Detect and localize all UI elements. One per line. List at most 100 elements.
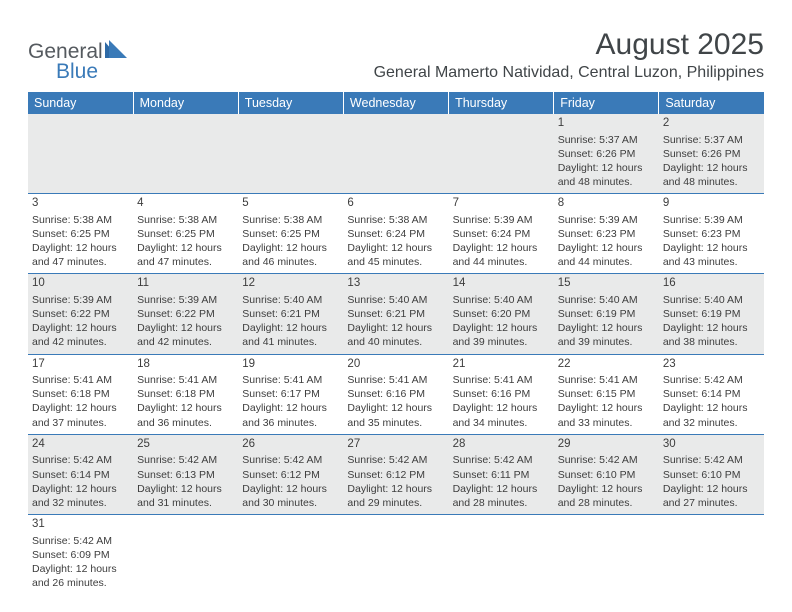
day-detail-line: Daylight: 12 hours bbox=[347, 321, 444, 335]
calendar-week-row: 24Sunrise: 5:42 AMSunset: 6:14 PMDayligh… bbox=[28, 434, 764, 514]
day-detail-line: and 26 minutes. bbox=[32, 576, 129, 590]
calendar-day-cell: 24Sunrise: 5:42 AMSunset: 6:14 PMDayligh… bbox=[28, 434, 133, 514]
calendar-day-cell: 31Sunrise: 5:42 AMSunset: 6:09 PMDayligh… bbox=[28, 515, 133, 595]
day-details: Sunrise: 5:39 AMSunset: 6:23 PMDaylight:… bbox=[558, 213, 655, 270]
day-number: 9 bbox=[663, 196, 760, 212]
day-number: 28 bbox=[453, 437, 550, 453]
day-number: 13 bbox=[347, 276, 444, 292]
day-detail-line: Sunrise: 5:40 AM bbox=[453, 293, 550, 307]
day-detail-line: and 41 minutes. bbox=[242, 335, 339, 349]
calendar-day-cell bbox=[133, 114, 238, 194]
day-number: 22 bbox=[558, 357, 655, 373]
calendar-day-cell bbox=[133, 515, 238, 595]
day-number: 6 bbox=[347, 196, 444, 212]
day-details: Sunrise: 5:38 AMSunset: 6:25 PMDaylight:… bbox=[32, 213, 129, 270]
day-detail-line: Daylight: 12 hours bbox=[242, 241, 339, 255]
calendar-day-cell: 9Sunrise: 5:39 AMSunset: 6:23 PMDaylight… bbox=[659, 194, 764, 274]
day-detail-line: and 32 minutes. bbox=[32, 496, 129, 510]
day-detail-line: Sunrise: 5:42 AM bbox=[137, 453, 234, 467]
day-detail-line: and 39 minutes. bbox=[558, 335, 655, 349]
calendar-week-row: 10Sunrise: 5:39 AMSunset: 6:22 PMDayligh… bbox=[28, 274, 764, 354]
day-details: Sunrise: 5:41 AMSunset: 6:18 PMDaylight:… bbox=[137, 373, 234, 430]
calendar-day-cell: 5Sunrise: 5:38 AMSunset: 6:25 PMDaylight… bbox=[238, 194, 343, 274]
day-detail-line: and 37 minutes. bbox=[32, 416, 129, 430]
day-detail-line: and 39 minutes. bbox=[453, 335, 550, 349]
day-details: Sunrise: 5:40 AMSunset: 6:19 PMDaylight:… bbox=[558, 293, 655, 350]
day-detail-line: and 47 minutes. bbox=[32, 255, 129, 269]
day-number: 5 bbox=[242, 196, 339, 212]
day-number: 19 bbox=[242, 357, 339, 373]
calendar-day-cell: 7Sunrise: 5:39 AMSunset: 6:24 PMDaylight… bbox=[449, 194, 554, 274]
day-detail-line: Sunrise: 5:38 AM bbox=[347, 213, 444, 227]
day-detail-line: Sunrise: 5:39 AM bbox=[32, 293, 129, 307]
day-detail-line: Daylight: 12 hours bbox=[558, 241, 655, 255]
day-detail-line: Sunrise: 5:42 AM bbox=[558, 453, 655, 467]
calendar-day-cell: 29Sunrise: 5:42 AMSunset: 6:10 PMDayligh… bbox=[554, 434, 659, 514]
day-detail-line: Sunset: 6:19 PM bbox=[558, 307, 655, 321]
day-detail-line: Sunrise: 5:37 AM bbox=[663, 133, 760, 147]
day-detail-line: Daylight: 12 hours bbox=[347, 482, 444, 496]
weekday-header: Sunday bbox=[28, 92, 133, 114]
day-detail-line: Daylight: 12 hours bbox=[242, 321, 339, 335]
day-detail-line: Sunset: 6:20 PM bbox=[453, 307, 550, 321]
weekday-header: Wednesday bbox=[343, 92, 448, 114]
day-details: Sunrise: 5:39 AMSunset: 6:23 PMDaylight:… bbox=[663, 213, 760, 270]
day-detail-line: Daylight: 12 hours bbox=[663, 321, 760, 335]
day-number: 8 bbox=[558, 196, 655, 212]
calendar-week-row: 31Sunrise: 5:42 AMSunset: 6:09 PMDayligh… bbox=[28, 515, 764, 595]
day-detail-line: Daylight: 12 hours bbox=[242, 401, 339, 415]
day-detail-line: Sunrise: 5:42 AM bbox=[347, 453, 444, 467]
calendar-day-cell bbox=[659, 515, 764, 595]
calendar-day-cell bbox=[238, 515, 343, 595]
day-detail-line: Sunrise: 5:38 AM bbox=[137, 213, 234, 227]
page-title: August 2025 bbox=[374, 28, 764, 62]
calendar-day-cell: 30Sunrise: 5:42 AMSunset: 6:10 PMDayligh… bbox=[659, 434, 764, 514]
calendar-day-cell: 18Sunrise: 5:41 AMSunset: 6:18 PMDayligh… bbox=[133, 354, 238, 434]
day-details: Sunrise: 5:42 AMSunset: 6:12 PMDaylight:… bbox=[242, 453, 339, 510]
day-detail-line: and 43 minutes. bbox=[663, 255, 760, 269]
calendar-day-cell: 22Sunrise: 5:41 AMSunset: 6:15 PMDayligh… bbox=[554, 354, 659, 434]
day-detail-line: and 30 minutes. bbox=[242, 496, 339, 510]
day-detail-line: Sunset: 6:22 PM bbox=[137, 307, 234, 321]
day-detail-line: and 29 minutes. bbox=[347, 496, 444, 510]
day-detail-line: Sunrise: 5:39 AM bbox=[558, 213, 655, 227]
day-number: 4 bbox=[137, 196, 234, 212]
day-detail-line: and 38 minutes. bbox=[663, 335, 760, 349]
day-detail-line: Sunset: 6:13 PM bbox=[137, 468, 234, 482]
day-detail-line: and 33 minutes. bbox=[558, 416, 655, 430]
calendar-day-cell: 21Sunrise: 5:41 AMSunset: 6:16 PMDayligh… bbox=[449, 354, 554, 434]
logo-sail-icon bbox=[105, 40, 127, 63]
calendar-day-cell: 20Sunrise: 5:41 AMSunset: 6:16 PMDayligh… bbox=[343, 354, 448, 434]
day-detail-line: Sunrise: 5:40 AM bbox=[347, 293, 444, 307]
calendar-day-cell bbox=[554, 515, 659, 595]
day-detail-line: Sunset: 6:21 PM bbox=[242, 307, 339, 321]
header: General Blue August 2025 General Mamerto… bbox=[28, 28, 764, 84]
day-number: 27 bbox=[347, 437, 444, 453]
day-detail-line: Daylight: 12 hours bbox=[32, 321, 129, 335]
day-detail-line: Sunset: 6:10 PM bbox=[663, 468, 760, 482]
day-number: 31 bbox=[32, 517, 129, 533]
day-detail-line: Daylight: 12 hours bbox=[137, 401, 234, 415]
calendar-day-cell: 26Sunrise: 5:42 AMSunset: 6:12 PMDayligh… bbox=[238, 434, 343, 514]
day-number: 24 bbox=[32, 437, 129, 453]
day-number: 2 bbox=[663, 116, 760, 132]
day-details: Sunrise: 5:38 AMSunset: 6:25 PMDaylight:… bbox=[137, 213, 234, 270]
day-detail-line: Sunset: 6:17 PM bbox=[242, 387, 339, 401]
day-detail-line: Sunset: 6:25 PM bbox=[242, 227, 339, 241]
day-detail-line: Sunset: 6:26 PM bbox=[558, 147, 655, 161]
day-detail-line: Sunset: 6:10 PM bbox=[558, 468, 655, 482]
calendar-day-cell: 1Sunrise: 5:37 AMSunset: 6:26 PMDaylight… bbox=[554, 114, 659, 194]
day-detail-line: Sunset: 6:18 PM bbox=[32, 387, 129, 401]
day-details: Sunrise: 5:38 AMSunset: 6:25 PMDaylight:… bbox=[242, 213, 339, 270]
day-number: 18 bbox=[137, 357, 234, 373]
day-detail-line: and 48 minutes. bbox=[663, 175, 760, 189]
day-detail-line: Daylight: 12 hours bbox=[32, 401, 129, 415]
day-number: 20 bbox=[347, 357, 444, 373]
brand-logo: General Blue bbox=[28, 40, 127, 84]
day-detail-line: Sunset: 6:23 PM bbox=[663, 227, 760, 241]
weekday-header: Tuesday bbox=[238, 92, 343, 114]
day-details: Sunrise: 5:41 AMSunset: 6:16 PMDaylight:… bbox=[347, 373, 444, 430]
day-details: Sunrise: 5:42 AMSunset: 6:12 PMDaylight:… bbox=[347, 453, 444, 510]
day-detail-line: Sunset: 6:23 PM bbox=[558, 227, 655, 241]
day-detail-line: and 48 minutes. bbox=[558, 175, 655, 189]
